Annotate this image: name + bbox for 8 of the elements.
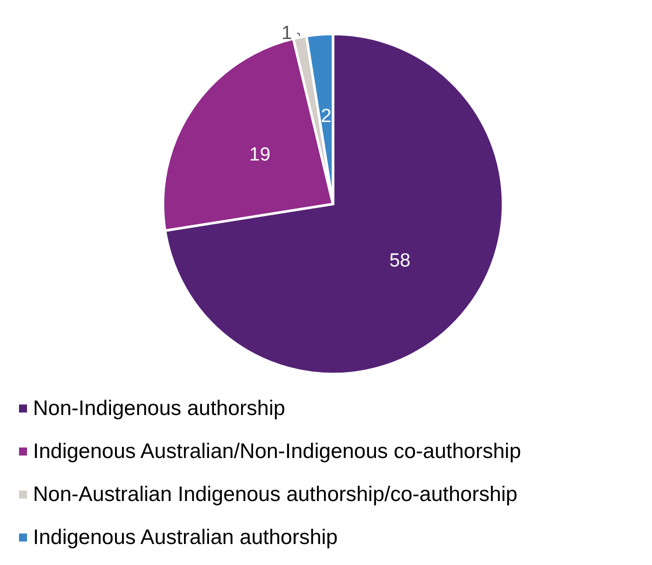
data-label: 19	[249, 144, 270, 166]
legend-label: Indigenous Australian authorship	[33, 526, 338, 549]
legend-label: Indigenous Australian/Non-Indigenous co-authorship	[33, 440, 521, 463]
legend-label: Non-Indigenous authorship	[33, 397, 286, 420]
legend-label: Non-Australian Indigenous authorship/co-authorship	[33, 483, 518, 506]
data-label: 2	[320, 106, 332, 127]
data-label: 1	[281, 22, 292, 44]
data-label: 58	[389, 250, 410, 272]
